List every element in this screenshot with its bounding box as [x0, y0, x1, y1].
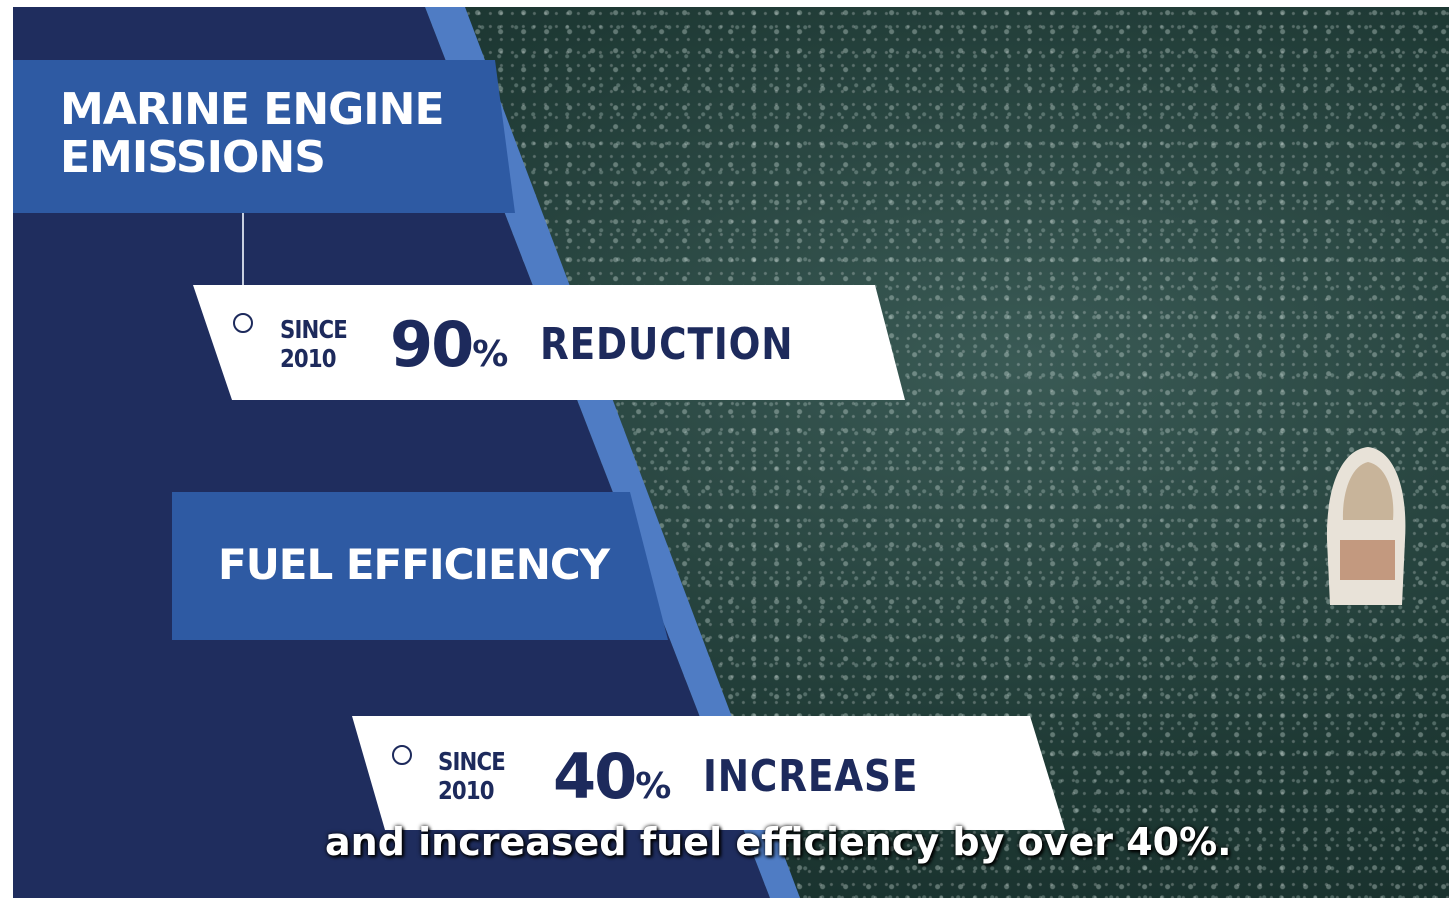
since: SINCE 2010 — [438, 748, 536, 806]
unit: % — [472, 334, 508, 375]
since-line: 2010 — [438, 777, 536, 806]
boat — [1327, 447, 1405, 605]
unit: % — [635, 766, 671, 807]
title-line: MARINE ENGINE — [60, 86, 444, 134]
connector-dot — [393, 746, 411, 764]
stat-row: SINCE 2010 40% INCREASE — [438, 740, 956, 813]
connector-dot — [234, 314, 252, 332]
stat-label: REDUCTION — [540, 319, 793, 370]
title-line: EMISSIONS — [60, 134, 444, 182]
stat-row: SINCE 2010 90% REDUCTION — [280, 308, 838, 381]
since-line: SINCE — [438, 748, 536, 777]
stat-label: INCREASE — [703, 751, 918, 802]
since-line: SINCE — [280, 316, 374, 345]
heading: FUEL EFFICIENCY — [218, 542, 609, 587]
page: MARINE ENGINE EMISSIONS SINCE 2010 90% R… — [0, 0, 1449, 898]
since-line: 2010 — [280, 345, 374, 374]
caption: and increased fuel efficiency by over 40… — [325, 820, 1232, 864]
stat-value: 90% — [390, 308, 540, 381]
title: MARINE ENGINE EMISSIONS — [60, 86, 444, 181]
since: SINCE 2010 — [280, 316, 374, 374]
number: 90 — [390, 308, 472, 381]
stat-value: 40% — [553, 740, 703, 813]
number: 40 — [553, 740, 635, 813]
